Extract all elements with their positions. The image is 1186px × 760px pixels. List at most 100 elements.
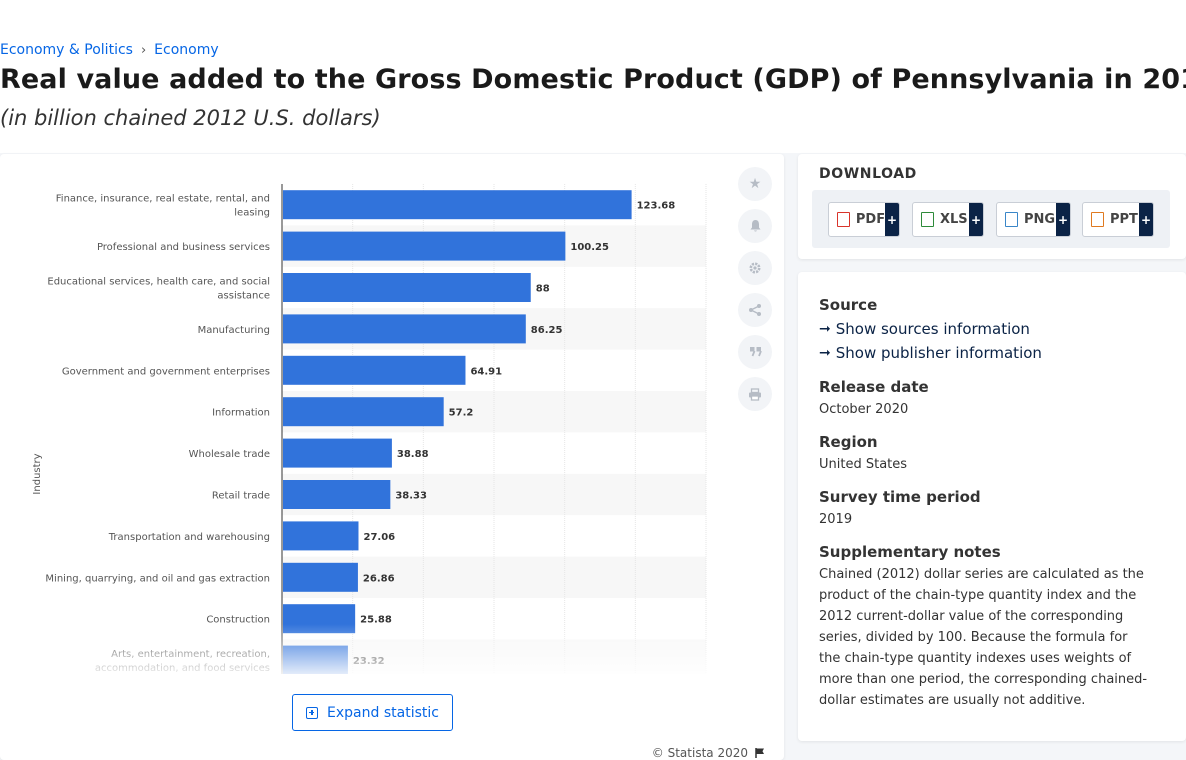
bar-3 — [283, 273, 531, 302]
bar-8 — [283, 480, 391, 509]
plus-icon[interactable]: + — [1139, 203, 1153, 236]
share-icon[interactable] — [738, 293, 772, 327]
bell-icon[interactable] — [738, 209, 772, 243]
gear-icon[interactable] — [738, 251, 772, 285]
category-label-line: leasing — [234, 208, 270, 219]
breadcrumb-separator: › — [140, 42, 147, 58]
category-label-line: Manufacturing — [198, 325, 270, 336]
arrow-right-icon: ➞ — [819, 345, 831, 361]
y-axis-title: Industry — [32, 453, 43, 494]
print-icon[interactable] — [738, 377, 772, 411]
bar-value-label: 88 — [536, 284, 550, 295]
category-label: Retail trade — [212, 491, 270, 502]
chart-fade-overlay — [0, 624, 720, 679]
bar-5 — [283, 355, 466, 385]
release-date-heading: Release date — [819, 378, 929, 396]
bar-value-label: 57.2 — [449, 408, 474, 419]
category-label: Educational services, health care, and s… — [47, 277, 270, 302]
bar-value-label: 123.68 — [637, 201, 676, 212]
region-value: United States — [819, 457, 908, 472]
download-xls-button[interactable]: XLS + — [912, 202, 984, 237]
notes-heading: Supplementary notes — [819, 543, 1001, 561]
arrow-right-icon: ➞ — [819, 321, 831, 337]
download-png-button[interactable]: PNG + — [996, 202, 1071, 237]
chart-area: 123.68 Finance, insurance, real estate, r… — [0, 154, 720, 674]
survey-period-heading: Survey time period — [819, 488, 981, 506]
star-icon[interactable]: ★ — [738, 167, 772, 201]
page-subtitle: (in billion chained 2012 U.S. dollars) — [0, 106, 381, 130]
release-date-value: October 2020 — [819, 402, 909, 417]
copyright: © Statista 2020 — [652, 746, 766, 760]
download-ppt-label: PPT — [1110, 212, 1138, 227]
category-label-line: Educational services, health care, and s… — [47, 277, 270, 288]
expand-icon — [306, 706, 319, 719]
download-card: DOWNLOAD PDF + XLS + PNG + PPT + — [798, 154, 1186, 259]
flag-icon[interactable] — [754, 747, 766, 759]
show-publisher-link[interactable]: ➞ Show publisher information — [819, 344, 1042, 362]
bar-9 — [283, 521, 359, 551]
show-publisher-label: Show publisher information — [835, 344, 1042, 362]
bar-value-label: 26.86 — [363, 573, 395, 584]
download-buttons: PDF + XLS + PNG + PPT + — [812, 190, 1170, 248]
download-png-label: PNG — [1024, 212, 1056, 227]
bar-chart: 123.68 Finance, insurance, real estate, r… — [32, 184, 707, 674]
plus-icon[interactable]: + — [885, 203, 899, 236]
bar-1 — [283, 190, 632, 220]
category-label: Finance, insurance, real estate, rental,… — [56, 194, 270, 219]
xls-file-icon — [921, 212, 934, 227]
plus-icon[interactable]: + — [1056, 203, 1070, 236]
breadcrumb: Economy & Politics › Economy — [0, 42, 219, 58]
bar-2 — [283, 231, 566, 261]
source-heading: Source — [819, 296, 878, 314]
category-label-line: Construction — [206, 615, 270, 626]
pdf-file-icon — [837, 212, 850, 227]
category-label-line: assistance — [217, 291, 270, 302]
category-label-line: Government and government enterprises — [62, 366, 270, 377]
category-label-line: Professional and business services — [97, 242, 270, 253]
bar-value-label: 38.33 — [395, 491, 427, 502]
header-area — [0, 0, 1186, 153]
download-pdf-button[interactable]: PDF + — [828, 202, 900, 237]
ppt-file-icon — [1091, 212, 1104, 227]
bar-7 — [283, 438, 392, 468]
bar-value-label: 86.25 — [531, 325, 563, 336]
category-label: Manufacturing — [198, 325, 270, 336]
show-sources-label: Show sources information — [835, 320, 1030, 338]
bar-value-label: 25.88 — [360, 615, 392, 626]
download-ppt-button[interactable]: PPT + — [1082, 202, 1154, 237]
breadcrumb-item-economy[interactable]: Economy — [154, 42, 219, 58]
bar-4 — [283, 314, 526, 344]
category-label: Information — [212, 408, 270, 419]
bar-value-label: 64.91 — [470, 366, 502, 377]
page-title: Real value added to the Gross Domestic P… — [0, 64, 1186, 95]
category-label-line: Finance, insurance, real estate, rental,… — [56, 194, 270, 205]
notes-text: Chained (2012) dollar series are calcula… — [819, 567, 1148, 708]
category-label: Government and government enterprises — [62, 366, 270, 377]
quote-icon[interactable] — [738, 335, 772, 369]
chart-card: 123.68 Finance, insurance, real estate, r… — [0, 154, 784, 760]
category-label-line: Mining, quarrying, and oil and gas extra… — [45, 573, 270, 584]
category-label-line: Wholesale trade — [189, 449, 270, 460]
category-label-line: Retail trade — [212, 491, 270, 502]
bar-value-label: 38.88 — [397, 449, 429, 460]
expand-statistic-label: Expand statistic — [327, 704, 439, 721]
info-card: Source ➞ Show sources information ➞ Show… — [798, 272, 1186, 741]
show-sources-link[interactable]: ➞ Show sources information — [819, 320, 1030, 338]
breadcrumb-item-economy-politics[interactable]: Economy & Politics — [0, 42, 133, 58]
download-xls-label: XLS — [940, 212, 968, 227]
download-pdf-label: PDF — [855, 212, 886, 227]
expand-statistic-button[interactable]: Expand statistic — [292, 694, 453, 731]
category-label-line: Transportation and warehousing — [108, 532, 270, 543]
category-label: Mining, quarrying, and oil and gas extra… — [45, 573, 270, 584]
chart-toolbar: ★ — [738, 167, 772, 419]
bar-6 — [283, 397, 444, 427]
category-label: Professional and business services — [97, 242, 270, 253]
bar-value-label: 100.25 — [570, 242, 609, 253]
copyright-text[interactable]: © Statista 2020 — [651, 746, 748, 760]
survey-period-value: 2019 — [819, 512, 853, 527]
download-title: DOWNLOAD — [819, 166, 917, 182]
category-label: Transportation and warehousing — [108, 532, 270, 543]
bar-10 — [283, 562, 358, 592]
category-label: Construction — [206, 615, 270, 626]
plus-icon[interactable]: + — [969, 203, 983, 236]
